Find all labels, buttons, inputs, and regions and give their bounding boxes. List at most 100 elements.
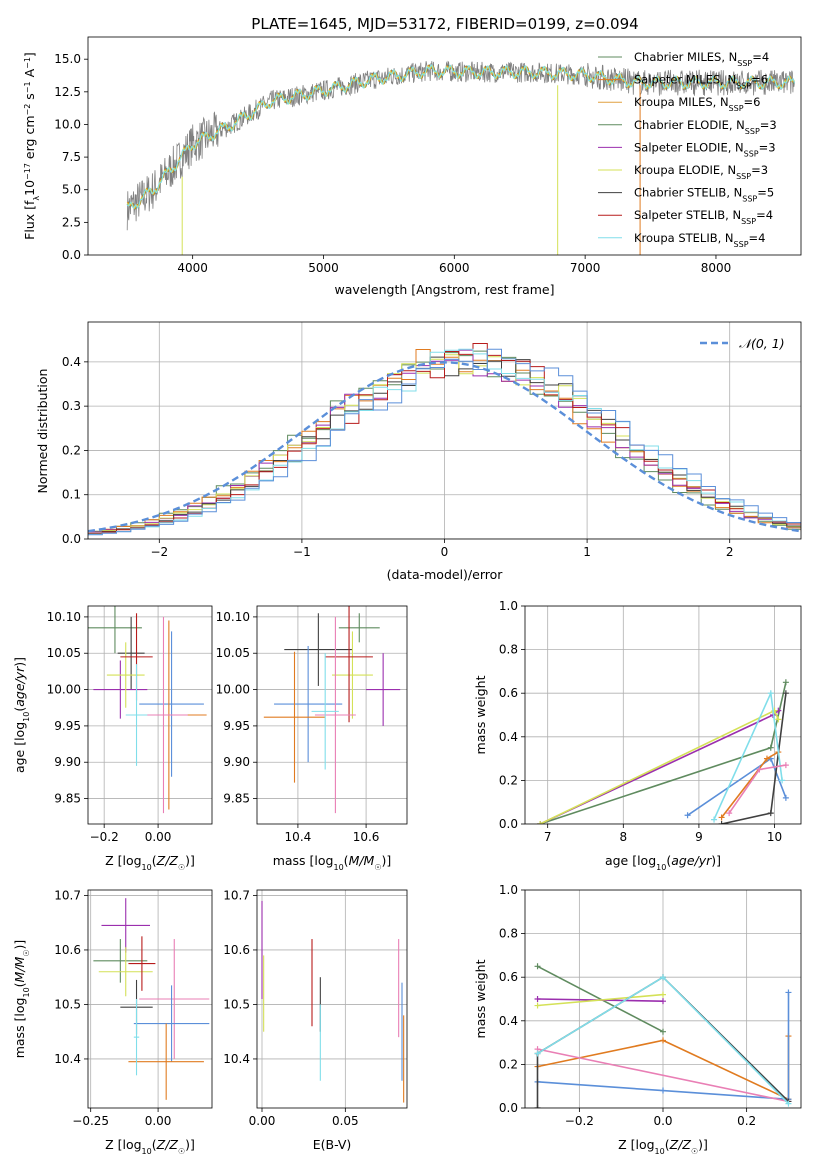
- y-tick-label: 5.0: [62, 183, 81, 197]
- data-point: [684, 812, 691, 819]
- x-axis-label: Z [log10(Z/Z☉)]: [618, 1137, 708, 1156]
- y-tick-label: 10.4: [223, 1052, 250, 1066]
- data-point: [782, 679, 789, 686]
- legend-label: Salpeter ELODIE, NSSP=3: [634, 140, 776, 158]
- data-point: [782, 690, 789, 697]
- y-tick-label: 10.05: [216, 646, 250, 660]
- y-tick-label: 0.2: [499, 773, 518, 787]
- data-point: [660, 974, 666, 981]
- x-axis-label: Z [log10(Z/Z☉)]: [105, 1137, 195, 1156]
- y-tick-label: 9.95: [223, 719, 250, 733]
- data-point: [660, 998, 666, 1005]
- y-tick-label: 0.8: [499, 927, 518, 941]
- plot-area: [88, 322, 801, 539]
- panel-5: 7 8 9 10 0.0 0.2 0.4 0.6 0.8 1.0 age [log10(age/yr…: [473, 599, 802, 872]
- y-tick-label: 9.85: [223, 792, 250, 806]
- axes-frame: [87, 605, 213, 825]
- series-line: [537, 992, 790, 1101]
- y-tick-label: 0.4: [499, 1014, 518, 1028]
- axes-frame: [87, 889, 213, 1109]
- x-tick-label: 2: [726, 545, 734, 559]
- series-line: [539, 709, 780, 824]
- plot-area: [525, 606, 801, 824]
- axes-frame: [256, 889, 408, 1109]
- plot-area: [88, 606, 212, 824]
- data-point: [785, 1100, 792, 1107]
- data-point: [726, 810, 733, 817]
- x-axis-label: E(B-V): [313, 1137, 352, 1152]
- y-axis-label: age [log10(age/yr)]: [12, 657, 31, 773]
- y-tick-label: 10.5: [54, 997, 81, 1011]
- y-axis-label: mass [log10(M/M☉)]: [12, 940, 31, 1059]
- data-point: [767, 810, 774, 817]
- x-tick-label: 0.05: [332, 1114, 359, 1128]
- y-tick-label: 1.0: [499, 599, 518, 613]
- axes-frame: [87, 321, 802, 540]
- legend-label: 𝒩(0, 1): [739, 336, 785, 351]
- legend-label: Chabrier ELODIE, NSSP=3: [634, 118, 777, 136]
- histogram-step: [88, 348, 801, 536]
- x-tick-label: −1: [293, 545, 311, 559]
- y-tick-label: 0.0: [499, 1101, 518, 1115]
- y-tick-label: 0.8: [499, 643, 518, 657]
- y-tick-label: 10.6: [223, 943, 250, 957]
- panel-1: 4000 5000 6000 7000 8000 0.0 2.5 5.0 7.5 10.0 12.5…: [22, 36, 802, 297]
- data-point: [660, 1028, 666, 1035]
- panel-8: −0.2 0.0 0.2 0.0 0.2 0.4 0.6 0.8 1.0 Z [log10(Z/Z…: [473, 883, 802, 1156]
- axes-frame: [524, 605, 802, 825]
- y-tick-label: 9.85: [54, 792, 81, 806]
- data-point: [534, 1002, 541, 1009]
- series-line: [537, 965, 664, 1033]
- series-line: [537, 993, 664, 1007]
- x-tick-label: 0.00: [249, 1114, 276, 1128]
- y-tick-label: 0.6: [499, 970, 518, 984]
- y-tick-label: 10.0: [54, 117, 81, 131]
- x-tick-label: 0.00: [145, 1114, 172, 1128]
- legend-label: Kroupa MILES, NSSP=6: [634, 95, 760, 113]
- y-axis-label: mass weight: [473, 959, 488, 1038]
- y-tick-label: 0.4: [62, 355, 81, 369]
- y-tick-label: 0.1: [62, 488, 81, 502]
- x-tick-label: 9: [695, 830, 703, 844]
- axes-frame: [256, 605, 408, 825]
- data-point: [660, 1087, 666, 1094]
- y-tick-label: 0.0: [62, 532, 81, 546]
- normal-curve: [88, 361, 801, 533]
- x-tick-label: −0.2: [565, 1114, 594, 1128]
- panel-4: 10.4 10.6 9.85 9.90 9.95 10.00 10.05 10.10 mass …: [216, 605, 408, 872]
- x-tick-label: 10: [767, 830, 782, 844]
- y-tick-label: 15.0: [54, 52, 81, 66]
- data-point: [782, 762, 789, 769]
- plot-area: [126, 60, 795, 255]
- x-tick-label: 1: [583, 545, 591, 559]
- y-tick-label: 10.7: [223, 888, 250, 902]
- x-tick-label: −2: [150, 545, 168, 559]
- x-tick-label: 0: [441, 545, 449, 559]
- y-tick-label: 9.95: [54, 719, 81, 733]
- y-tick-label: 0.2: [499, 1057, 518, 1071]
- data-point: [534, 1105, 541, 1108]
- data-point: [534, 1050, 541, 1057]
- legend-label: Salpeter STELIB, NSSP=4: [634, 208, 773, 226]
- x-tick-label: 0.0: [653, 1114, 672, 1128]
- data-point: [767, 690, 774, 697]
- y-tick-label: 0.0: [62, 248, 81, 262]
- series-line: [537, 1048, 789, 1103]
- data-point: [775, 716, 782, 723]
- panel-7: 0.00 0.05 10.4 10.5 10.6 10.7 E(B-V): [223, 888, 408, 1152]
- figure-title: PLATE=1645, MJD=53172, FIBERID=0199, z=0…: [251, 15, 638, 33]
- panel-6: −0.25 0.00 10.4 10.5 10.6 10.7 Z [log10(Z/Z☉)]…: [12, 888, 213, 1156]
- y-tick-label: 10.00: [216, 683, 250, 697]
- y-tick-label: 9.90: [223, 755, 250, 769]
- plot-area: [257, 606, 407, 824]
- x-tick-label: −0.25: [72, 1114, 109, 1128]
- y-tick-label: 0.2: [62, 443, 81, 457]
- data-point: [782, 794, 789, 801]
- data-point: [537, 821, 544, 824]
- panel-3: −0.2 0.00 9.85 9.90 9.95 10.00 10.05 10.10 Z [lo…: [12, 605, 213, 872]
- data-point: [534, 963, 541, 970]
- plot-area: [525, 890, 801, 1108]
- data-point: [785, 989, 792, 996]
- y-tick-label: 10.4: [54, 1052, 81, 1066]
